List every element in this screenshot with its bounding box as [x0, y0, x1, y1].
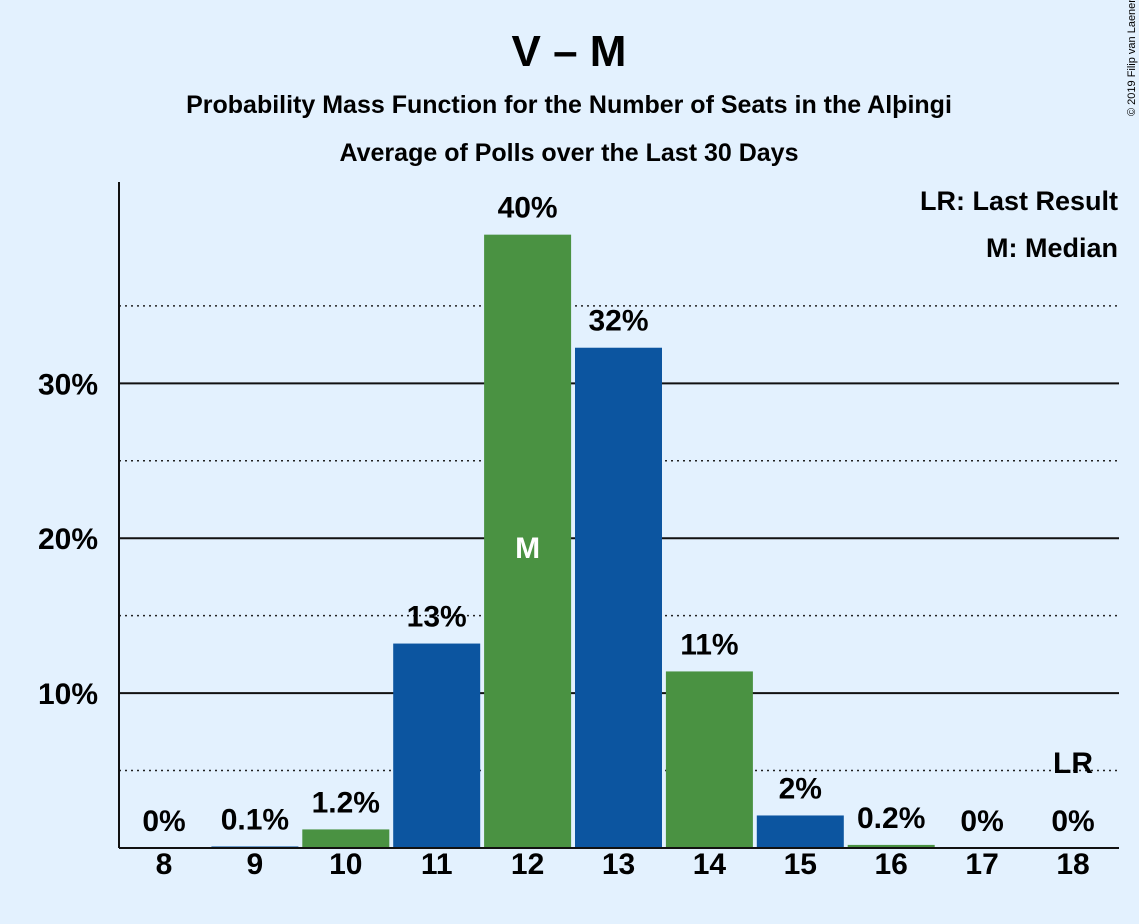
- y-tick-label: 10%: [38, 678, 98, 711]
- bar-value-label: 1.2%: [312, 786, 380, 819]
- bar-12: [484, 234, 572, 848]
- x-tick-label: 11: [421, 848, 453, 881]
- x-tick-label: 15: [784, 848, 817, 881]
- median-marker: M: [515, 532, 540, 565]
- chart-subtitle-2: Average of Polls over the Last 30 Days: [340, 139, 799, 167]
- bar-15: [756, 815, 844, 848]
- bar-16: [847, 844, 935, 848]
- bar-value-label: 0.1%: [221, 803, 289, 836]
- bar-value-label: 2%: [779, 772, 822, 805]
- copyright-notice: © 2019 Filip van Laenen: [1126, 0, 1138, 116]
- x-tick-label: 9: [247, 848, 264, 881]
- bar-value-label: 13%: [407, 601, 467, 634]
- markers: M LR: [515, 532, 1093, 780]
- legend-median: M: Median: [986, 233, 1118, 263]
- chart-title: V – M: [512, 27, 627, 76]
- x-tick-label: 8: [156, 848, 173, 881]
- bar-10: [302, 829, 390, 848]
- legend-last-result: LR: Last Result: [920, 186, 1118, 216]
- bar-13: [575, 347, 662, 848]
- chart-subtitle: Probability Mass Function for the Number…: [186, 91, 952, 119]
- x-tick-label: 12: [511, 848, 544, 881]
- axes: 10% 20% 30% 8 9 10 11 12 13 14 15 16 17 18: [38, 182, 1119, 881]
- last-result-marker: LR: [1053, 747, 1093, 780]
- bar-value-label: 0.2%: [857, 802, 925, 835]
- x-tick-label: 16: [875, 848, 908, 881]
- bar-value-label: 0%: [1051, 805, 1094, 838]
- x-tick-label: 18: [1056, 848, 1089, 881]
- bar-value-label: 0%: [960, 805, 1003, 838]
- bar-11: [393, 643, 481, 848]
- bar-14: [665, 671, 753, 848]
- x-tick-label: 10: [329, 848, 362, 881]
- bar-value-label: 32%: [588, 305, 648, 338]
- bar-value-label: 0%: [142, 805, 185, 838]
- x-tick-label: 13: [602, 848, 635, 881]
- y-tick-label: 20%: [38, 523, 98, 556]
- y-tick-label: 30%: [38, 368, 98, 401]
- bars: 0% 0.1% 1.2% 13% 40% 32% 11% 2% 0.2% 0% 0%: [142, 192, 1095, 848]
- x-tick-label: 17: [965, 848, 998, 881]
- bar-value-label: 11%: [680, 628, 738, 661]
- x-tick-label: 14: [693, 848, 727, 881]
- bar-value-label: 40%: [498, 192, 558, 225]
